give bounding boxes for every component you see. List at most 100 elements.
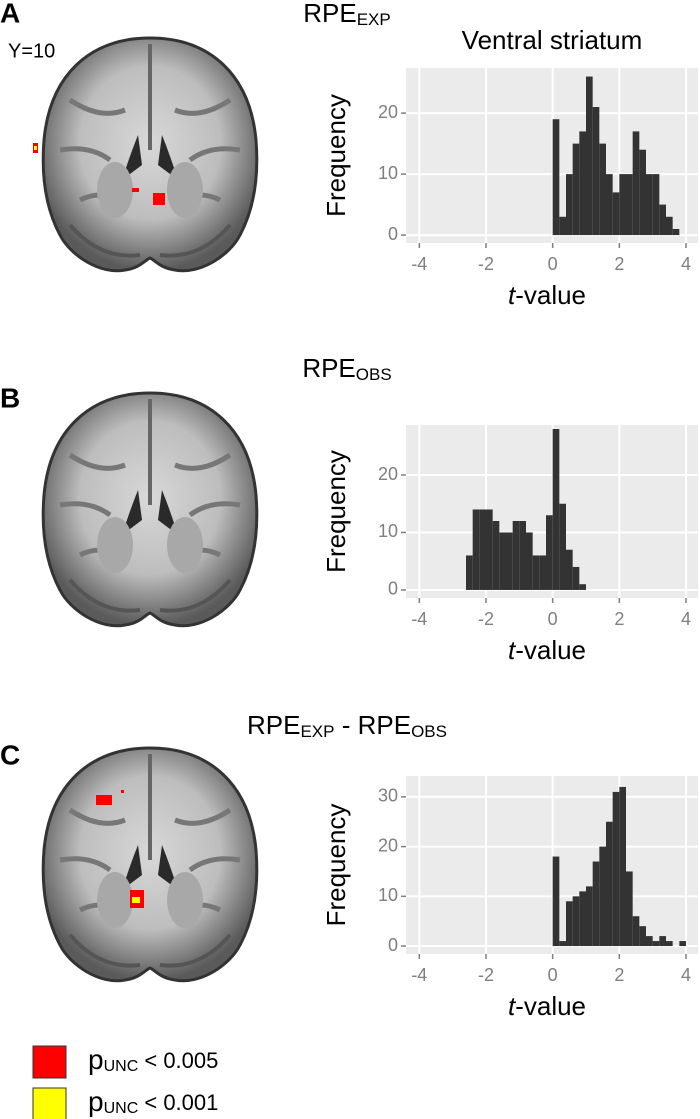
histogram-bar xyxy=(646,936,653,947)
legend-swatch xyxy=(32,1045,67,1079)
histogram-bar xyxy=(559,216,566,236)
chart-title: RPEEXP - RPEOBS xyxy=(247,710,447,742)
title-text: - RPE xyxy=(335,710,412,740)
x-tick-label: -4 xyxy=(411,609,427,629)
title-subscript: OBS xyxy=(411,722,447,741)
title-text: RPE xyxy=(302,353,355,383)
x-tick-label: -2 xyxy=(478,609,494,629)
legend-p: p xyxy=(88,1044,104,1075)
title-subscript: EXP xyxy=(300,722,334,741)
y-axis-label: Frequency xyxy=(321,450,351,573)
x-axis-label-text: -value xyxy=(515,635,586,665)
x-tick-label: -4 xyxy=(411,254,427,274)
title-subscript: EXP xyxy=(357,10,391,29)
y-tick-label: 0 xyxy=(388,224,398,244)
histogram-bar xyxy=(652,174,660,236)
histogram-bar xyxy=(572,896,580,947)
histogram-bar xyxy=(672,228,680,236)
histogram-bar xyxy=(486,509,493,590)
y-tick-label: 10 xyxy=(378,521,398,541)
histogram-bar xyxy=(586,76,593,236)
histogram-bar xyxy=(599,846,606,947)
x-axis-label-italic: t xyxy=(508,991,517,1021)
histogram-bar xyxy=(639,149,646,236)
x-tick-label: 0 xyxy=(548,965,558,985)
histogram-bar xyxy=(666,216,673,236)
histogram-bar xyxy=(546,515,553,590)
legend-subscript: UNC xyxy=(104,1058,139,1075)
histogram-bar xyxy=(579,584,586,590)
brain-c xyxy=(43,748,257,981)
brain-b xyxy=(43,393,257,626)
x-tick-label: -2 xyxy=(478,965,494,985)
histogram-bar xyxy=(572,143,580,236)
y-tick-label: 20 xyxy=(378,102,398,122)
brain-a xyxy=(33,38,257,271)
histogram-bar xyxy=(526,532,533,590)
panel-label: A xyxy=(0,0,20,28)
legend-text: < 0.005 xyxy=(138,1048,218,1073)
slice-label: Y=10 xyxy=(8,40,55,62)
histogram-bar xyxy=(666,941,673,947)
legend-label: pUNC < 0.005 xyxy=(88,1044,218,1075)
x-tick-label: -2 xyxy=(478,254,494,274)
histogram-bar xyxy=(646,174,653,236)
y-axis-label: Frequency xyxy=(321,94,351,217)
title-text: RPE xyxy=(303,0,356,28)
histogram-bar xyxy=(599,143,606,236)
x-tick-label: -4 xyxy=(411,965,427,985)
histogram-bar xyxy=(512,520,520,590)
x-tick-label: 0 xyxy=(548,609,558,629)
histogram-bar xyxy=(566,901,573,947)
y-axis-label: Frequency xyxy=(321,804,351,927)
histogram-bar xyxy=(679,941,686,947)
histogram-bar xyxy=(519,520,526,590)
title-text: RPE xyxy=(247,710,300,740)
histogram-bar xyxy=(606,174,613,236)
histogram-bar xyxy=(612,791,620,947)
y-tick-label: 0 xyxy=(388,579,398,599)
histogram-bar xyxy=(479,509,486,590)
histogram-bar xyxy=(506,532,513,590)
histogram-bar xyxy=(472,509,480,590)
x-tick-label: 2 xyxy=(614,965,624,985)
x-tick-label: 4 xyxy=(681,965,691,985)
panel-label: B xyxy=(0,382,20,413)
histogram-bar xyxy=(626,174,633,236)
histogram-bar xyxy=(606,821,613,947)
x-axis-label: t-value xyxy=(508,991,586,1021)
x-axis-label-text: -value xyxy=(515,280,586,310)
histogram-bar xyxy=(639,926,646,947)
histogram-bar xyxy=(579,891,586,947)
x-tick-label: 2 xyxy=(614,609,624,629)
histogram-bar xyxy=(499,532,506,590)
legend-p: p xyxy=(88,1086,104,1117)
histogram-bar xyxy=(552,119,560,236)
histogram-bar xyxy=(566,549,573,590)
y-tick-label: 10 xyxy=(378,885,398,905)
histogram-bar xyxy=(592,107,600,236)
histogram-bar xyxy=(559,503,566,590)
histogram-bar xyxy=(579,131,586,236)
histogram-bar xyxy=(612,192,620,236)
y-tick-label: 10 xyxy=(378,163,398,183)
legend-swatch xyxy=(32,1087,67,1119)
histogram-bar xyxy=(619,786,626,947)
x-axis-label-italic: t xyxy=(508,280,517,310)
x-tick-label: 4 xyxy=(681,609,691,629)
x-axis-label-text: -value xyxy=(515,991,586,1021)
chart-title: RPEEXP xyxy=(303,0,391,29)
x-tick-label: 2 xyxy=(614,254,624,274)
legend-subscript: UNC xyxy=(104,1100,139,1117)
chart-subtitle: Ventral striatum xyxy=(462,25,643,55)
histogram-bar xyxy=(586,886,593,947)
histogram-bar xyxy=(566,174,573,236)
y-tick-label: 20 xyxy=(378,835,398,855)
histogram-bar xyxy=(626,871,633,947)
x-axis-label: t-value xyxy=(508,280,586,310)
histogram-bar xyxy=(532,555,540,590)
chart-title: RPEOBS xyxy=(302,353,391,385)
histogram-bar xyxy=(559,941,566,947)
histogram-bar xyxy=(632,916,640,947)
